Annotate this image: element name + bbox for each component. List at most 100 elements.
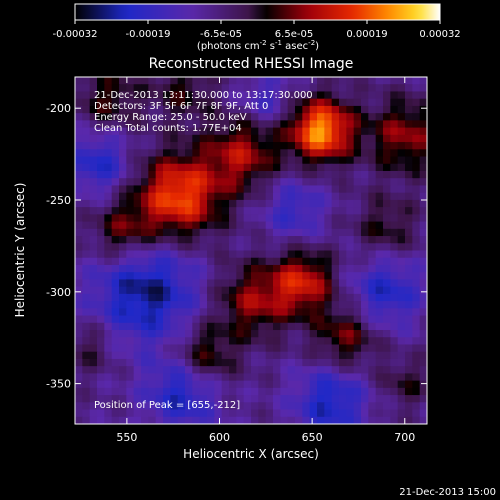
heatmap-cell (273, 351, 281, 360)
heatmap-cell (229, 185, 237, 194)
heatmap-cell (199, 221, 208, 230)
heatmap-cell (353, 185, 362, 194)
heatmap-cell (119, 149, 127, 158)
heatmap-cell (361, 387, 369, 396)
heatmap-cell (324, 236, 333, 244)
heatmap-cell (97, 308, 105, 317)
heatmap-cell (111, 113, 120, 121)
heatmap-cell (133, 250, 142, 259)
heatmap-cell (346, 243, 355, 252)
heatmap-cell (119, 221, 127, 230)
heatmap-cell (170, 322, 179, 331)
heatmap-cell (75, 402, 83, 411)
heatmap-cell (177, 387, 186, 396)
heatmap-cell (229, 127, 237, 136)
heatmap-cell (141, 199, 149, 208)
heatmap-cell (397, 113, 406, 121)
heatmap-cell (207, 178, 215, 187)
heatmap-cell (221, 416, 230, 424)
heatmap-cell (375, 178, 384, 187)
heatmap-cell (163, 207, 171, 215)
heatmap-cell (280, 409, 289, 418)
heatmap-cell (185, 84, 193, 93)
heatmap-cell (339, 105, 347, 114)
heatmap-cell (412, 402, 421, 411)
heatmap-cell (192, 257, 201, 266)
heatmap-cell (295, 351, 303, 360)
heatmap-cell (265, 134, 274, 143)
heatmap-cell (251, 409, 259, 418)
heatmap-cell (353, 250, 362, 259)
heatmap-cell (339, 402, 347, 411)
heatmap-cell (339, 322, 347, 331)
heatmap-cell (207, 279, 215, 288)
heatmap-cell (258, 105, 267, 114)
heatmap-cell (163, 77, 171, 85)
heatmap-cell (229, 149, 237, 158)
heatmap-cell (111, 207, 120, 215)
heatmap-cell (82, 192, 91, 201)
heatmap-cell (82, 344, 91, 353)
heatmap-cell (148, 163, 157, 172)
heatmap-cell (97, 322, 105, 331)
heatmap-cell (185, 77, 193, 85)
heatmap-cell (375, 236, 384, 244)
heatmap-cell (280, 192, 289, 201)
heatmap-cell (75, 127, 83, 136)
heatmap-cell (236, 330, 245, 338)
heatmap-cell (111, 387, 120, 396)
heatmap-cell (397, 250, 406, 259)
heatmap-cell (199, 358, 208, 367)
heatmap-cell (126, 214, 135, 223)
heatmap-cell (243, 272, 252, 281)
heatmap-cell (287, 228, 296, 237)
heatmap-cell (229, 380, 237, 389)
heatmap-cell (82, 185, 91, 194)
heatmap-cell (390, 358, 399, 367)
heatmap-cell (148, 366, 157, 374)
heatmap-cell (199, 250, 208, 259)
heatmap-cell (324, 416, 333, 424)
heatmap-cell (265, 293, 274, 302)
heatmap-cell (412, 337, 421, 346)
heatmap-cell (89, 366, 98, 374)
heatmap-cell (390, 293, 399, 302)
heatmap-cell (419, 207, 427, 215)
heatmap-cell (141, 373, 149, 382)
heatmap-cell (346, 358, 355, 367)
heatmap-cell (111, 91, 120, 100)
heatmap-cell (199, 293, 208, 302)
heatmap-cell (309, 373, 318, 382)
heatmap-cell (346, 250, 355, 259)
info-line-time: 21-Dec-2013 13:11:30.000 to 13:17:30.000 (94, 90, 313, 101)
heatmap-cell (412, 98, 421, 107)
heatmap-cell (141, 337, 149, 346)
heatmap-cell (199, 98, 208, 107)
heatmap-cell (302, 351, 311, 360)
heatmap-cell (185, 264, 193, 273)
heatmap-cell (287, 149, 296, 158)
heatmap-cell (221, 293, 230, 302)
heatmap-cell (273, 163, 281, 172)
heatmap-cell (75, 380, 83, 389)
heatmap-cell (251, 264, 259, 273)
heatmap-cell (258, 163, 267, 172)
heatmap-cell (353, 236, 362, 244)
y-tick-label: -200 (46, 102, 71, 115)
heatmap-cell (368, 214, 377, 223)
heatmap-cell (214, 178, 223, 187)
heatmap-cell (295, 279, 303, 288)
heatmap-cell (375, 293, 384, 302)
heatmap-cell (287, 373, 296, 382)
heatmap-cell (163, 84, 171, 93)
heatmap-cell (89, 127, 98, 136)
heatmap-cell (82, 286, 91, 295)
heatmap-cell (258, 402, 267, 411)
heatmap-cell (353, 178, 362, 187)
heatmap-cell (375, 142, 384, 150)
heatmap-cell (251, 214, 259, 223)
heatmap-cell (368, 358, 377, 367)
heatmap-cell (236, 322, 245, 331)
heatmap-cell (75, 416, 83, 424)
heatmap-cell (251, 416, 259, 424)
